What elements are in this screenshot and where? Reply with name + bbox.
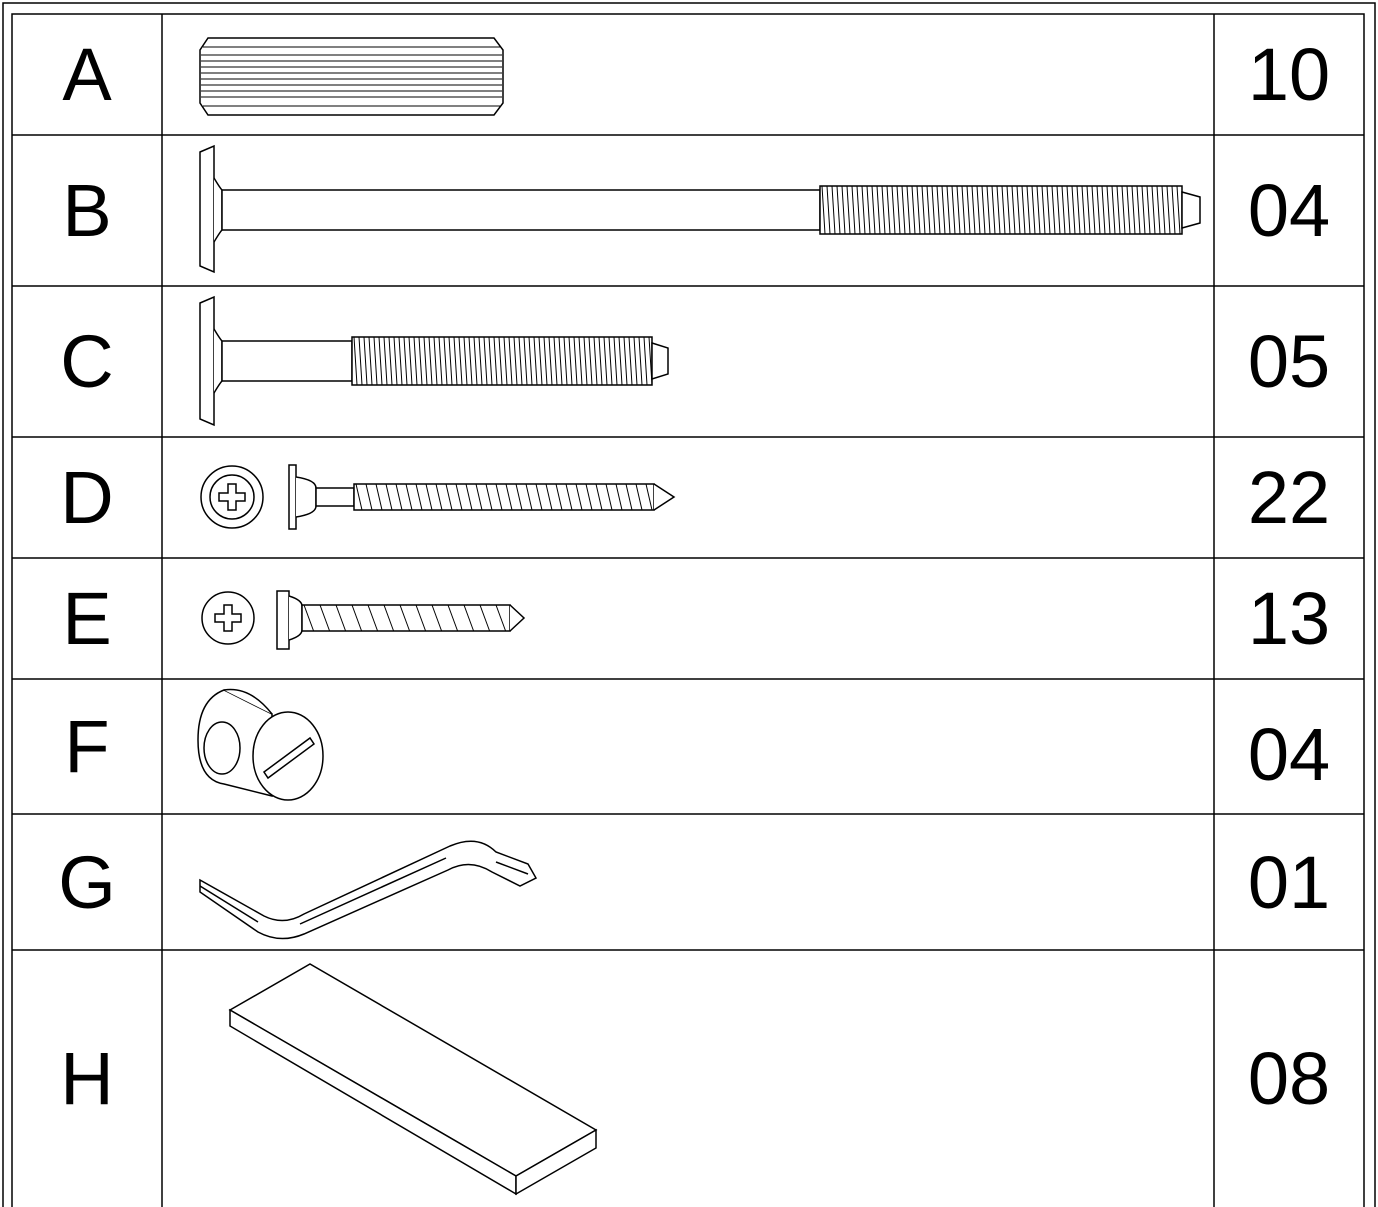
row-e-quantity: 13 xyxy=(1247,577,1331,660)
long-connector-bolt-icon xyxy=(199,144,1201,274)
row-a-letter: A xyxy=(62,33,112,116)
row-b-letter: B xyxy=(62,169,112,252)
row-d-quantity: 22 xyxy=(1247,456,1331,539)
row-c-quantity: 05 xyxy=(1247,320,1331,403)
row-e-letter: E xyxy=(62,577,112,660)
allen-key-icon xyxy=(199,840,538,940)
row-b-quantity: 04 xyxy=(1247,169,1331,252)
row-g-letter: G xyxy=(58,840,116,924)
barrel-nut-icon xyxy=(197,688,324,801)
row-c-letter: C xyxy=(60,320,114,403)
long-wood-screw-icon xyxy=(200,464,676,530)
row-h-quantity: 08 xyxy=(1247,1037,1331,1120)
row-d-letter: D xyxy=(60,456,114,539)
short-connector-bolt-icon xyxy=(199,295,669,427)
row-a-quantity: 10 xyxy=(1247,33,1331,116)
row-h-letter: H xyxy=(60,1037,114,1120)
row-f-quantity: 04 xyxy=(1247,713,1331,796)
wood-block-icon xyxy=(228,963,598,1196)
dowel-pin-icon xyxy=(199,37,504,116)
row-g-quantity: 01 xyxy=(1247,840,1331,924)
short-wood-screw-icon xyxy=(201,590,526,650)
row-f-letter: F xyxy=(64,705,110,788)
